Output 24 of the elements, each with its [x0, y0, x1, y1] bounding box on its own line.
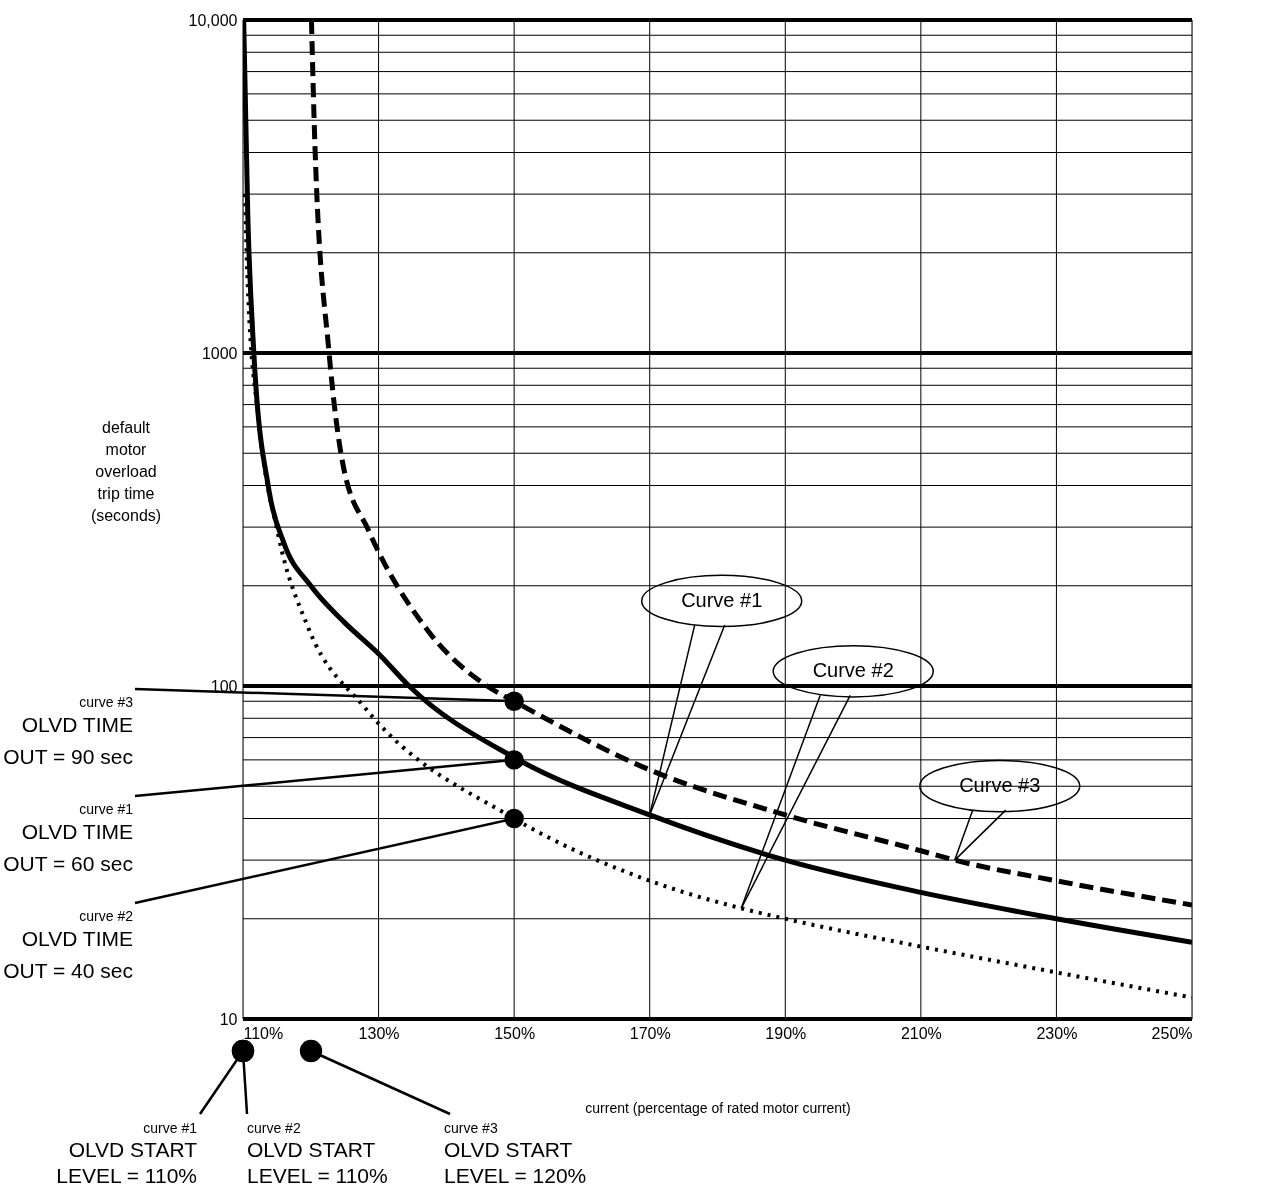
x-tick-label: 110% [243, 1024, 284, 1042]
x-tick-label: 190% [765, 1024, 807, 1042]
annotation: curve #1 OLVD TIME OUT = 60 sec [3, 801, 134, 875]
x-tick-label: 130% [358, 1024, 400, 1042]
text: curve #1 OLVD START LEVEL = 110% [56, 1120, 198, 1187]
point [504, 750, 524, 770]
annotation: Curve #1 [681, 588, 763, 611]
x-tick-label: 150% [494, 1024, 536, 1042]
annotation: curve #3 OLVD TIME OUT = 90 sec [3, 694, 134, 768]
x-tick-label: 210% [900, 1024, 942, 1042]
annotation: Curve #2 [812, 659, 894, 682]
text: curve #2 OLVD START LEVEL = 110% [247, 1120, 388, 1187]
point [504, 808, 524, 829]
point [504, 691, 524, 711]
x-tick-label: 250% [1151, 1024, 1193, 1042]
y-tick-label: 10,000 [188, 11, 238, 29]
y-tick-label: 1000 [201, 344, 238, 362]
y-tick-label: 10 [219, 1010, 238, 1028]
text: curve #3 OLVD START LEVEL = 120% [444, 1120, 587, 1187]
x-tick-label: 230% [1036, 1024, 1078, 1042]
y-axis-title: default motor overload trip time (seconds) [90, 419, 162, 524]
x-tick-label: 170% [629, 1024, 671, 1042]
x-axis-title: current (percentage of rated motor current) [585, 1099, 851, 1116]
annotation: curve #2 OLVD TIME OUT = 40 sec [3, 908, 134, 982]
